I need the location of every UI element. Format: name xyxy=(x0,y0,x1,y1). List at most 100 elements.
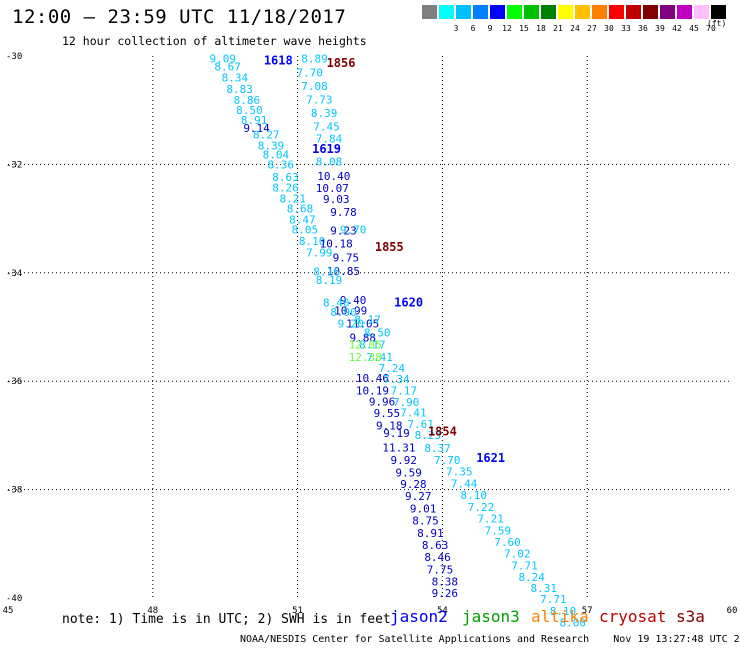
data-label: 7.61 xyxy=(407,418,434,431)
data-label: 8.10 xyxy=(461,489,488,502)
data-label: 8.10 xyxy=(550,605,577,618)
legend-note: note: 1) Time is in UTC; 2) SWH is in fe… xyxy=(62,612,391,627)
data-label: 7.44 xyxy=(451,478,478,491)
data-label: 7.90 xyxy=(393,396,420,409)
pass-label: 1619 xyxy=(312,142,341,156)
data-label: 8.90 xyxy=(330,306,357,319)
scale-swatch xyxy=(456,5,471,19)
data-label: 10.19 xyxy=(356,384,389,397)
scale-swatch xyxy=(558,5,573,19)
pass-label: 1618 xyxy=(264,53,293,67)
scale-swatch xyxy=(507,5,522,19)
scale-label: 21 xyxy=(553,24,563,33)
scale-label: 24 xyxy=(570,24,580,33)
data-label: 7.24 xyxy=(378,362,405,375)
scale-swatch xyxy=(677,5,692,19)
data-label: 8.04 xyxy=(263,149,290,162)
data-label: 8.08 xyxy=(316,156,343,169)
data-label: 11.05 xyxy=(346,318,379,331)
x-tick-label: 57 xyxy=(582,606,593,616)
scale-label: 27 xyxy=(587,24,597,33)
scale-swatch xyxy=(592,5,607,19)
scale-label: 45 xyxy=(689,24,699,33)
legend-s3a: s3a xyxy=(676,607,705,626)
data-label: 7.17 xyxy=(391,384,418,397)
data-label: 8.86 xyxy=(234,94,261,107)
data-label: 8.36 xyxy=(267,158,294,171)
y-tick-label: -38 xyxy=(6,486,22,496)
data-label: 7.35 xyxy=(446,466,473,479)
data-label: 8.50 xyxy=(236,104,263,117)
data-label: 10.18 xyxy=(320,238,353,251)
scale-label: 33 xyxy=(621,24,631,33)
chart-title: 12:00 – 23:59 UTC 11/18/2017 xyxy=(12,6,347,28)
data-label: 9.78 xyxy=(330,206,357,219)
data-label: 8.68 xyxy=(287,202,314,215)
data-label: 8.17 xyxy=(359,338,386,351)
legend-jason2: jason2 xyxy=(390,607,448,626)
scale-unit: (ft) xyxy=(707,19,727,28)
data-label: 9.40 xyxy=(340,294,367,307)
data-label: 8.38 xyxy=(432,576,459,589)
data-label: 7.71 xyxy=(511,559,538,572)
x-tick-label: 51 xyxy=(292,606,303,616)
data-label: 9.88 xyxy=(350,331,377,344)
data-label: 8.63 xyxy=(422,539,449,552)
data-label: 8.75 xyxy=(412,514,439,527)
scale-label: 30 xyxy=(604,24,614,33)
data-label: 8.91 xyxy=(417,527,444,540)
data-label: 7.75 xyxy=(427,563,454,576)
legend-altika: altika xyxy=(531,607,589,626)
data-label: 9.03 xyxy=(323,193,350,206)
data-label: 8.16 xyxy=(313,266,340,279)
data-label: 8.67 xyxy=(214,60,241,73)
data-label: 8.47 xyxy=(289,214,316,227)
data-label: 9.92 xyxy=(391,454,418,467)
y-tick-label: -30 xyxy=(6,52,22,62)
x-tick-label: 45 xyxy=(3,606,14,616)
data-label: 9.70 xyxy=(340,223,367,236)
legend-cryosat: cryosat xyxy=(599,607,667,626)
data-label: 9.14 xyxy=(243,122,270,135)
footer-credit: NOAA/NESDIS Center for Satellite Applica… xyxy=(240,634,740,645)
scale-swatch xyxy=(711,5,726,19)
data-label: 9.19 xyxy=(383,427,410,440)
data-label: 8.89 xyxy=(301,53,328,66)
data-label: 8.83 xyxy=(226,83,253,96)
data-label: 10.85 xyxy=(327,265,360,278)
data-label: 8.40 xyxy=(323,297,350,310)
data-label: 7.45 xyxy=(313,120,340,133)
data-label: 7.59 xyxy=(485,524,512,537)
pass-label: 1855 xyxy=(375,240,404,254)
scale-swatch xyxy=(643,5,658,19)
data-label: 11.31 xyxy=(382,441,415,454)
data-label: 8.39 xyxy=(311,107,338,120)
data-label: 7.22 xyxy=(468,501,495,514)
data-label: 8.05 xyxy=(292,223,319,236)
scale-swatch xyxy=(490,5,505,19)
data-label: 8.63 xyxy=(272,171,299,184)
pass-label: 1621 xyxy=(476,451,505,465)
data-label: 9.23 xyxy=(330,225,357,238)
pass-label: 1620 xyxy=(394,296,423,310)
data-label: 9.96 xyxy=(369,395,396,408)
data-label: 7.08 xyxy=(301,80,328,93)
scale-swatch xyxy=(422,5,437,19)
data-label: 7.02 xyxy=(504,548,531,561)
scale-label: 36 xyxy=(638,24,648,33)
scale-label: 18 xyxy=(536,24,546,33)
data-label: 9.59 xyxy=(395,466,422,479)
data-label: 7.99 xyxy=(306,247,333,260)
scale-label: 9 xyxy=(487,24,493,33)
x-tick-label: 48 xyxy=(147,606,158,616)
scale-swatch xyxy=(660,5,675,19)
data-label: 10.46 xyxy=(356,372,389,385)
data-label: 7.73 xyxy=(306,93,333,106)
data-label: 8.37 xyxy=(424,442,451,455)
data-label: 9.09 xyxy=(210,53,237,66)
data-label: 7.71 xyxy=(540,593,567,606)
data-label: 7.70 xyxy=(296,66,323,79)
pass-label: 1854 xyxy=(428,425,457,439)
scale-label: 42 xyxy=(672,24,682,33)
